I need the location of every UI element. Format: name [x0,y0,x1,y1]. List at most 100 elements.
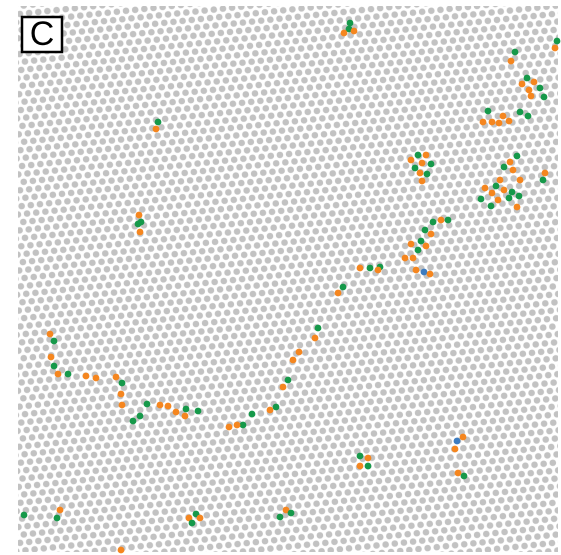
defect-particle [365,463,372,470]
defect-particle [428,161,435,168]
defect-particle [514,204,521,211]
defect-particle [93,375,100,382]
defect-particle [421,269,428,276]
defect-particle [419,160,426,167]
defect-particle [48,354,55,361]
defect-particle [461,473,468,480]
defect-particle [288,510,295,517]
defect-particle [495,197,502,204]
defect-particle [357,265,364,272]
defect-particle [51,338,58,345]
defect-particle [517,177,524,184]
defect-particle [130,418,137,425]
defect-particle [423,152,430,159]
defect-particle [514,153,521,160]
defect-particle [296,349,303,356]
defect-particle [542,170,549,177]
page: C (() => { const data = JSON.parse(docum… [0,0,561,555]
particle-lattice [18,6,558,552]
defect-particle [419,178,426,185]
defect-particle [153,126,160,133]
defect-particle [226,424,233,431]
defect-particle [506,195,513,202]
defect-particle [428,231,435,238]
defect-particle [413,267,420,274]
defect-particle [197,515,204,522]
defect-particle [357,463,364,470]
defect-particle [119,402,126,409]
defect-particle [136,212,143,219]
defect-particle [55,371,62,378]
defect-particle [290,357,297,364]
defect-particle [335,290,342,297]
defect-particle [540,177,547,184]
defect-particle [500,113,507,120]
defect-particle [240,422,247,429]
defect-particle [415,247,422,254]
defect-particle [460,434,467,441]
defect-particle [482,185,489,192]
defect-particle [427,271,434,278]
defect-particle [273,404,280,411]
defect-particle [554,38,561,45]
defect-particle [430,219,437,226]
defect-particle [118,547,125,554]
defect-particle [508,58,515,65]
defect-particle [21,512,28,519]
defect-particle [516,193,523,200]
defect-particle [552,45,559,52]
defect-particle [57,507,64,514]
defect-particle [137,229,144,236]
defect-particle [312,335,319,342]
defect-particle [189,520,196,527]
defect-particle [347,20,354,27]
defect-particle [267,407,274,414]
defect-particle [165,403,172,410]
defect-particle [83,373,90,380]
defect-particle [341,30,348,37]
defect-particle [119,380,126,387]
defect-particle [525,113,532,120]
defect-particle [375,267,382,274]
defect-particle [65,371,72,378]
defect-particle [118,391,125,398]
defect-particle [340,284,347,291]
defect-particle [531,79,538,86]
defect-particle [365,455,372,462]
defect-particle [537,85,544,92]
defect-particle [454,438,461,445]
figure-panel: C [0,0,561,555]
defect-particle [408,157,415,164]
defect-particle [455,470,462,477]
defect-particle [493,183,500,190]
defect-particle [517,109,524,116]
defect-particle [488,203,495,210]
defect-particle [417,170,424,177]
defect-particle [422,227,429,234]
defect-particle [183,406,190,413]
defect-particle [277,514,284,521]
defect-particle [155,119,162,126]
defect-particle [408,241,415,248]
defect-particle [424,171,431,178]
defect-particle [507,159,514,166]
defect-particle [512,49,519,56]
defect-particle [51,363,58,370]
defect-particle [367,265,374,272]
panel-label: C [30,15,55,53]
defect-particle [478,196,485,203]
defect-particle [285,377,292,384]
defect-particle [423,243,430,250]
defect-particle [137,413,144,420]
defect-particle [351,28,358,35]
defect-particle [54,515,61,522]
defect-particle [526,87,533,94]
defect-particle [315,325,322,332]
defect-particle [485,108,492,115]
defect-particle [438,217,445,224]
defect-particle [489,119,496,126]
defect-particle [519,81,526,88]
defect-particle [249,411,256,418]
defect-particle [135,221,142,228]
defect-particle [144,401,151,408]
